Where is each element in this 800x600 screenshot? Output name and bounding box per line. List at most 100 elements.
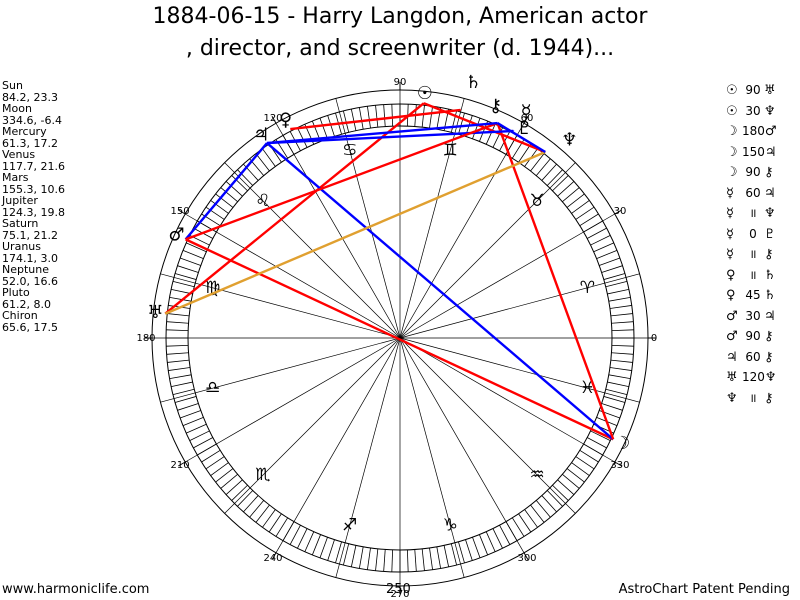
degree-tick: [590, 235, 611, 246]
degree-tick: [262, 148, 276, 167]
planet-name-uranus: Uranus: [2, 240, 41, 253]
aspect-planet-1-icon: ☉: [726, 103, 738, 119]
planet-name-mars: Mars: [2, 171, 29, 184]
degree-tick: [608, 296, 631, 302]
radial-spoke: [224, 337, 401, 514]
degree-label: 300: [517, 553, 536, 564]
planet-coords-uranus: 174.1, 3.0: [2, 251, 58, 265]
planet-name-saturn: Saturn: [2, 217, 39, 230]
degree-tick: [335, 541, 342, 564]
planet-venus-icon: ♀: [279, 110, 292, 131]
aspect-row: ♀ ॥ ♄: [726, 265, 800, 286]
aspect-angle: 90: [745, 329, 761, 343]
aspect-planet-1-icon: ☽: [726, 165, 738, 180]
degree-tick: [512, 517, 525, 537]
degree-tick: [458, 541, 465, 564]
planet-saturn-icon: ♄: [465, 72, 481, 93]
degree-tick: [220, 187, 238, 203]
degree-tick: [197, 443, 217, 456]
radial-spoke: [399, 213, 615, 339]
radial-spoke: [399, 337, 525, 553]
degree-tick: [479, 534, 489, 556]
degree-mark: [178, 209, 186, 215]
degree-tick: [319, 117, 328, 139]
planet-pluto-icon: ♇: [516, 118, 532, 139]
planet-coords-moon: 334.6, -6.4: [2, 113, 62, 127]
aspect-planet-1-icon: ☿: [726, 206, 734, 221]
degree-label: 180: [136, 333, 155, 344]
degree-tick: [421, 105, 425, 128]
planet-coords-mercury: 61.3, 17.2: [2, 136, 58, 150]
aspect-planet-2-icon: ♆: [764, 206, 776, 221]
degree-tick: [593, 242, 614, 253]
planet-uranus-icon: ♅: [147, 302, 163, 323]
zodiac-sign-icon: ♎: [205, 378, 220, 398]
degree-tick: [327, 539, 335, 561]
degree-tick: [166, 321, 189, 324]
degree-tick: [552, 484, 569, 501]
aspect-line: [496, 122, 546, 154]
aspect-line: [164, 150, 546, 315]
zodiac-sign-icon: ♋: [342, 141, 357, 161]
degree-tick: [282, 135, 295, 155]
degree-tick: [485, 531, 496, 552]
degree-tick: [179, 410, 201, 419]
degree-tick: [607, 288, 629, 295]
aspect-planet-1-icon: ♅: [726, 370, 738, 385]
degree-tick: [530, 504, 545, 523]
degree-tick: [166, 329, 189, 332]
degree-tick: [611, 344, 634, 347]
aspect-planet-2-icon: ♄: [764, 267, 776, 283]
degree-tick: [552, 175, 569, 192]
degree-tick: [168, 367, 191, 371]
degree-tick: [575, 456, 595, 470]
degree-tick: [524, 509, 538, 528]
degree-label: 90: [394, 77, 407, 88]
degree-tick: [518, 143, 532, 163]
aspect-planet-1-icon: ♀: [726, 267, 736, 283]
degree-tick: [358, 546, 364, 569]
planet-coords-neptune: 52.0, 16.6: [2, 274, 58, 288]
degree-mark: [271, 552, 277, 560]
degree-tick: [485, 124, 496, 145]
degree-mark: [614, 461, 622, 467]
degree-tick: [562, 473, 580, 489]
degree-tick: [297, 528, 308, 549]
site-url[interactable]: www.harmoniclife.com: [2, 582, 150, 597]
aspect-planet-1-icon: ♆: [726, 390, 738, 406]
degree-mark: [614, 209, 622, 215]
degree-tick: [530, 153, 545, 172]
degree-tick: [243, 495, 259, 513]
planet-coords-chiron: 65.6, 17.5: [2, 320, 58, 334]
degree-tick: [367, 106, 371, 129]
aspect-planet-2-icon: ♆: [764, 103, 776, 119]
degree-tick: [541, 163, 557, 181]
aspect-planet-2-icon: ♄: [764, 288, 776, 303]
degree-tick: [343, 543, 350, 566]
aspect-planet-1-icon: ♀: [726, 288, 736, 303]
degree-tick: [289, 524, 301, 545]
degree-tick: [465, 539, 473, 561]
footer-number: 250: [386, 582, 411, 597]
degree-tick: [406, 549, 409, 572]
degree-tick: [375, 548, 379, 571]
degree-tick: [611, 352, 634, 355]
degree-tick: [383, 549, 386, 572]
degree-tick: [586, 227, 607, 239]
degree-tick: [610, 313, 633, 317]
aspect-line: [496, 122, 615, 440]
aspect-angle: 60: [745, 349, 761, 364]
planet-coords-mars: 155.3, 10.6: [2, 182, 65, 196]
radial-spoke: [275, 337, 401, 553]
degree-label: 270: [390, 589, 409, 600]
aspect-angle: 30: [745, 103, 761, 118]
aspect-planet-1-icon: ♂: [726, 308, 738, 324]
degree-tick: [169, 374, 192, 380]
degree-tick: [215, 468, 234, 483]
planet-name-neptune: Neptune: [2, 263, 50, 276]
degree-tick: [603, 273, 626, 280]
degree-tick: [186, 423, 207, 434]
patent-notice: AstroChart Patent Pending: [618, 582, 790, 597]
aspect-row: ☿ ॥ ⚷: [726, 244, 800, 265]
degree-tick: [237, 169, 254, 186]
